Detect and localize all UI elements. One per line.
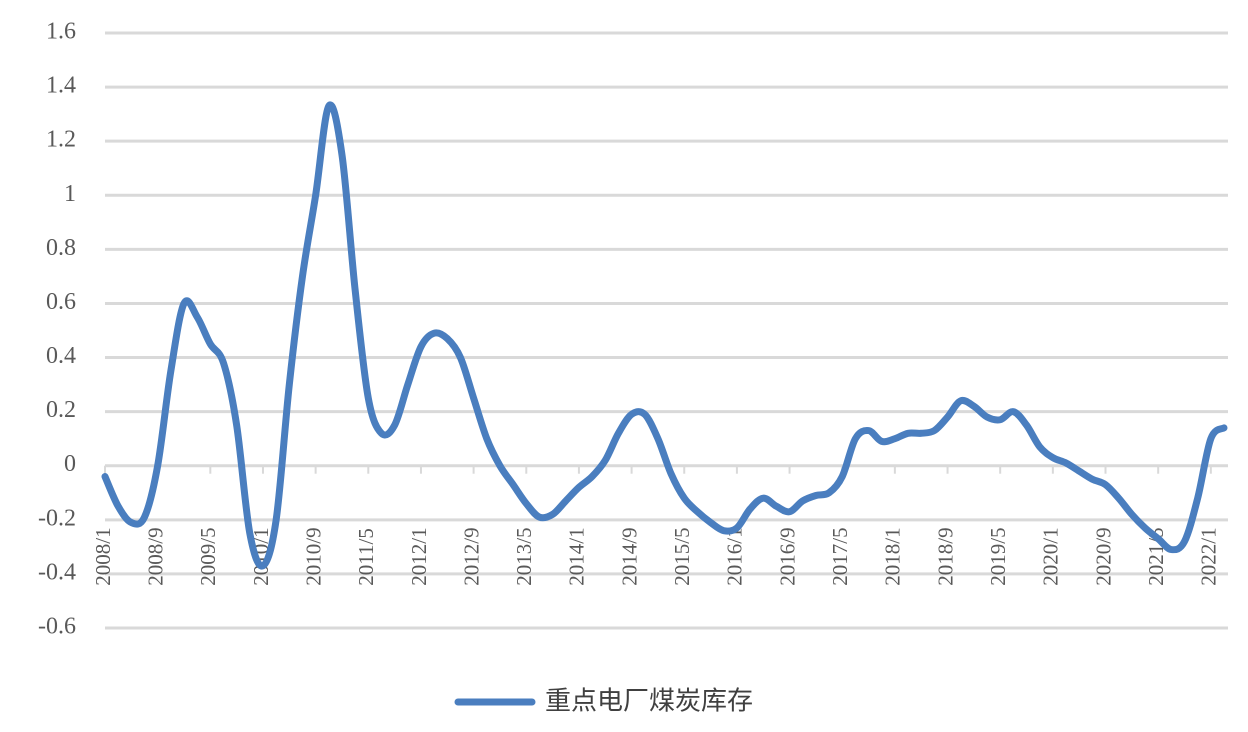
- x-tick-label: 2020/9: [1091, 527, 1115, 585]
- legend-label: 重点电厂煤炭库存: [545, 687, 753, 717]
- y-tick-label: 1.2: [46, 127, 76, 153]
- x-tick-label: 2010/9: [301, 527, 325, 585]
- x-tick-label: 2008/1: [91, 527, 115, 585]
- y-tick-label: 0.2: [46, 397, 76, 423]
- x-tick-label: 2014/9: [617, 527, 641, 585]
- y-tick-label: 0.8: [46, 235, 76, 261]
- y-tick-label: -0.2: [38, 505, 76, 531]
- x-tick-label: 2013/5: [512, 527, 536, 585]
- x-tick-label: 2015/5: [670, 527, 694, 585]
- x-tick-label: 2018/9: [933, 527, 957, 585]
- y-tick-label: 0: [64, 451, 76, 477]
- x-tick-label: 2020/1: [1039, 527, 1063, 585]
- x-tick-label: 2011/5: [354, 528, 378, 586]
- y-tick-label: -0.6: [38, 614, 76, 640]
- y-tick-label: 1.6: [46, 19, 76, 45]
- data-line: [101, 101, 1228, 570]
- y-tick-label: 0.4: [46, 343, 76, 369]
- y-tick-label: 0.6: [46, 289, 76, 315]
- x-tick-label: 2017/5: [828, 527, 852, 585]
- x-tick-label: 2019/5: [986, 527, 1010, 585]
- x-tick-label: 2012/9: [459, 527, 483, 585]
- y-tick-label: 1: [64, 181, 76, 207]
- x-tick-label: 2009/5: [196, 527, 220, 585]
- y-tick-label: 1.4: [46, 73, 76, 99]
- x-tick-label: 2016/9: [775, 527, 799, 585]
- x-tick-label: 2014/1: [565, 527, 589, 585]
- x-tick-label: 2008/9: [143, 527, 167, 585]
- y-tick-label: -0.4: [38, 559, 76, 585]
- x-tick-label: 2018/1: [881, 527, 905, 585]
- x-tick-label: 2022/1: [1197, 527, 1221, 585]
- x-tick-label: 2016/1: [723, 527, 747, 585]
- x-tick-label: 2012/1: [407, 527, 431, 585]
